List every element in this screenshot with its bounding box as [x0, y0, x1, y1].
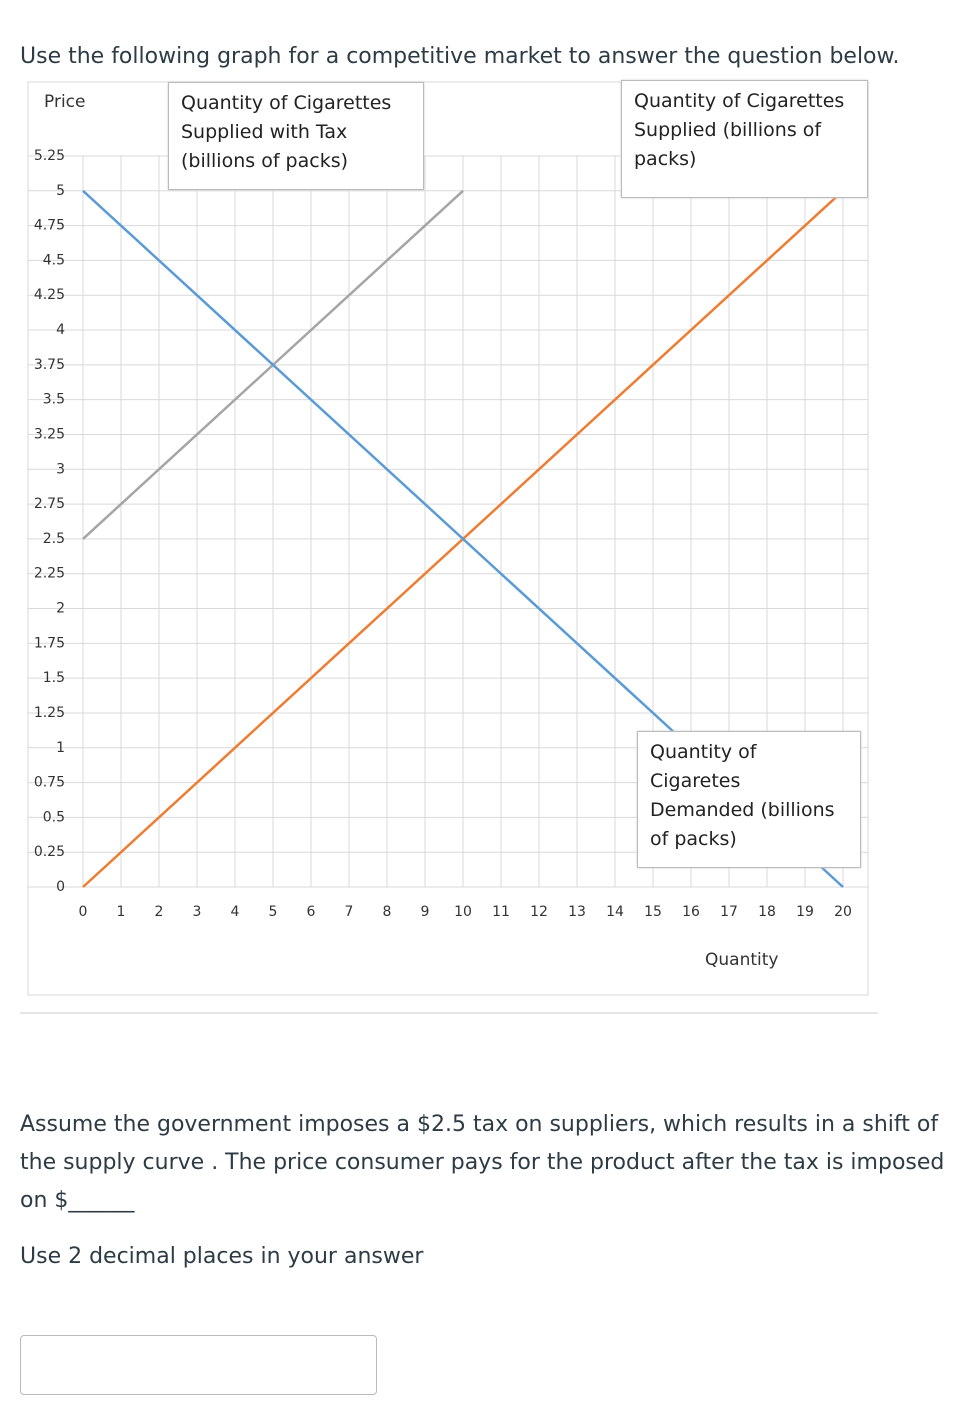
x-tick-label: 1 [117, 904, 126, 920]
x-tick-label: 19 [796, 904, 814, 920]
x-tick-label: 16 [682, 904, 700, 920]
x-tick-label: 0 [79, 904, 88, 920]
x-tick-label: 4 [231, 904, 240, 920]
x-tick-label: 8 [383, 904, 392, 920]
x-tick-label: 12 [530, 904, 548, 920]
x-tick-label: 18 [758, 904, 776, 920]
answer-input[interactable] [20, 1335, 377, 1395]
y-tick-label: 1.75 [34, 635, 65, 651]
y-tick-label: 4.75 [34, 218, 65, 234]
instruction: Use 2 decimal places in your answer [20, 1244, 424, 1269]
x-tick-label: 11 [492, 904, 510, 920]
x-tick-label: 15 [644, 904, 662, 920]
x-tick-label: 10 [454, 904, 472, 920]
y-tick-label: 1.25 [34, 705, 65, 721]
x-tick-label: 2 [155, 904, 164, 920]
x-tick-label: 14 [606, 904, 624, 920]
y-tick-label: 5 [56, 183, 65, 199]
y-tick-label: 3.75 [34, 357, 65, 373]
x-tick-label: 5 [269, 904, 278, 920]
y-tick-label: 0.5 [43, 809, 65, 825]
y-tick-label: 2 [56, 601, 65, 617]
x-axis-title: Quantity [705, 950, 778, 970]
x-tick-label: 9 [421, 904, 430, 920]
x-tick-label: 6 [307, 904, 316, 920]
y-tick-label: 2.75 [34, 496, 65, 512]
y-tick-label: 3.25 [34, 426, 65, 442]
x-tick-label: 13 [568, 904, 586, 920]
x-tick-label: 17 [720, 904, 738, 920]
x-tick-label: 3 [193, 904, 202, 920]
legend-demand: Quantity of Cigaretes Demanded (billions… [637, 731, 861, 868]
intro: Use the following graph for a competitiv… [20, 44, 900, 69]
y-tick-label: 0.75 [34, 775, 65, 791]
y-tick-label: 3 [56, 461, 65, 477]
y-tick-label: 4.25 [34, 287, 65, 303]
y-tick-label: 0 [56, 879, 65, 895]
y-tick-label: 5.25 [34, 148, 65, 164]
y-tick-label: 4.5 [43, 252, 65, 268]
y-tick-label: 4 [56, 322, 65, 338]
y-tick-label: 2.25 [34, 566, 65, 582]
y-tick-label: 2.5 [43, 531, 65, 547]
y-tick-label: 0.25 [34, 844, 65, 860]
question: Assume the government imposes a $2.5 tax… [20, 1112, 945, 1213]
legend-tax: Quantity of Cigarettes Supplied with Tax… [168, 82, 424, 190]
y-axis-title: Price [44, 92, 85, 112]
y-tick-label: 1 [56, 740, 65, 756]
x-tick-label: 7 [345, 904, 354, 920]
legend-supply: Quantity of Cigarettes Supplied (billion… [621, 80, 868, 198]
y-tick-label: 3.5 [43, 392, 65, 408]
x-tick-label: 20 [834, 904, 852, 920]
y-tick-label: 1.5 [43, 670, 65, 686]
